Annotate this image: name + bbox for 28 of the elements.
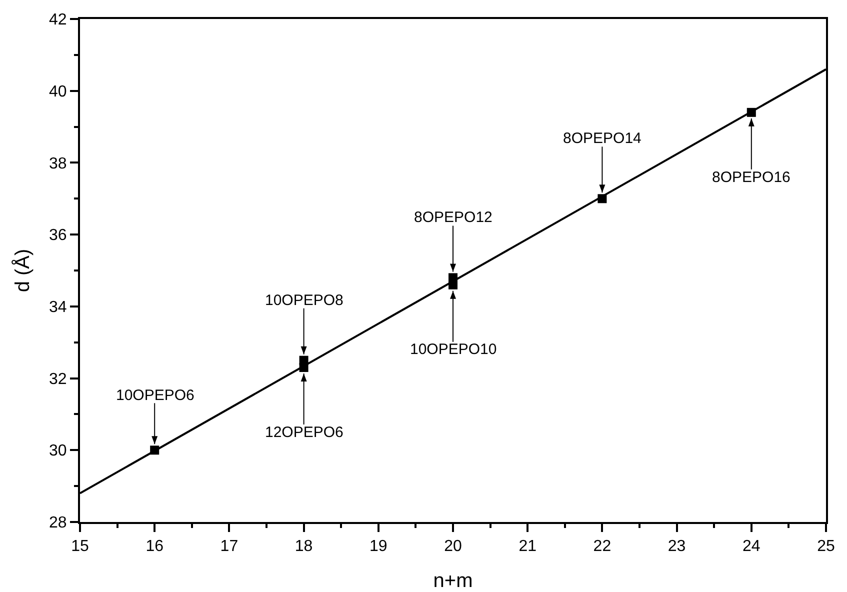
x-axis-title: n+m [433,570,473,592]
x-tick-label: 17 [220,538,238,556]
y-axis-title: d (Å) [11,248,34,292]
annotation: 10OPEPO10 [410,341,497,358]
x-tick-label: 21 [518,538,537,556]
y-tick-label: 36 [49,227,67,244]
y-tick-label: 28 [49,514,67,532]
x-tick-label: 22 [593,538,612,556]
y-tick-label: 42 [49,12,67,29]
annotation: 8OPEPO12 [414,209,492,226]
x-tick-label: 24 [742,538,760,556]
y-tick-label: 32 [49,370,67,388]
y-tick-label: 40 [49,83,67,100]
y-tick-label: 30 [49,442,67,460]
y-tick-label: 34 [49,299,67,316]
y-tick-label: 38 [49,155,67,172]
x-tick-label: 16 [146,538,164,556]
x-tick-label: 19 [370,538,388,556]
annotation: 12OPEPO6 [265,424,344,441]
x-tick-label: 18 [294,538,313,556]
annotation: 8OPEPO16 [712,169,790,186]
x-tick-label: 20 [444,538,462,556]
x-tick-label: 23 [668,538,686,556]
annotation: 10OPEPO8 [265,292,344,309]
x-tick-label: 15 [71,538,89,556]
x-tick-label: 25 [817,538,835,556]
annotation: 8OPEPO14 [563,130,642,147]
annotation: 10OPEPO6 [116,387,194,404]
